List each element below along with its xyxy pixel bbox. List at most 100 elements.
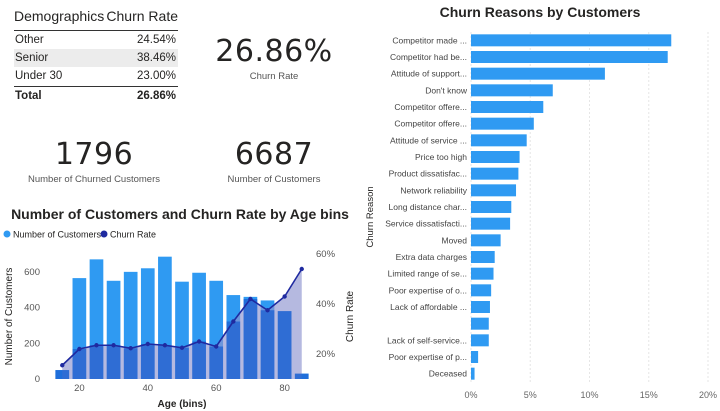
category-label: Poor expertise of p... (389, 352, 467, 362)
category-label: Deceased (429, 369, 468, 379)
category-label: Lack of affordable ... (390, 302, 467, 312)
category-label: Product dissatisfac... (389, 169, 467, 179)
table-total-row: Total 26.86% (14, 86, 178, 105)
row-label: Under 30 (15, 70, 63, 82)
churn-rate-point (128, 346, 133, 351)
bar-churn-overlap (226, 321, 241, 379)
bar-churn-reason (471, 201, 512, 213)
bar-churn-reason (471, 51, 668, 63)
bar-churn-reason (471, 284, 492, 297)
kpi-label: Number of Churned Customers (28, 174, 160, 185)
bar-churn-reason (471, 151, 520, 163)
kpi-card-customers: 6687 Number of Customers (196, 137, 352, 185)
bar-churn-reason (471, 234, 501, 247)
total-value: 26.86% (136, 90, 176, 102)
y2-axis-title: Churn Rate (345, 290, 356, 342)
category-label: Extra data charges (396, 252, 467, 262)
category-label: Network reliability (400, 185, 467, 195)
bar-churn-reason (471, 184, 517, 197)
category-label: Long distance char... (389, 202, 467, 212)
churn-reasons-bar-chart: 0% 5% 10% 15% 20% Competitor made ... Competit… (365, 32, 717, 400)
bar-churn-reason (471, 84, 553, 97)
churn-rate-point (179, 345, 185, 350)
bar-churn-reason (471, 334, 489, 347)
table-header: Demographics Churn Rate (14, 8, 178, 31)
churn-rate-point (111, 343, 116, 348)
bar-churn-reason (471, 34, 672, 47)
kpi-card-churn-rate: 26.86% Churn Rate (196, 34, 352, 82)
kpi-label: Number of Customers (227, 174, 321, 185)
bar-churn-overlap (123, 348, 138, 379)
x-tick-label: 20% (699, 390, 717, 400)
x-tick-label: 20 (74, 383, 85, 394)
y-axis-title: Number of Customers (4, 268, 15, 366)
churn-rate-point (196, 339, 202, 344)
bar-churn-reason (471, 251, 495, 263)
bar-churn-reason (471, 67, 605, 80)
kpi-value: 1796 (54, 137, 134, 172)
column-header-churn-rate[interactable]: Churn Rate (106, 8, 178, 24)
bar-churn-overlap (209, 346, 224, 379)
churn-rate-area (62, 269, 302, 379)
x-axis-title: Age (bins) (158, 399, 207, 410)
x-tick-label: 15% (640, 390, 658, 400)
bar-churn-overlap (89, 345, 104, 379)
category-label: Competitor made ... (392, 35, 467, 45)
row-label: Senior (15, 52, 49, 64)
row-label: Other (15, 34, 44, 46)
category-label: Moved (441, 235, 467, 245)
bar-churn-overlap (140, 344, 155, 379)
bar-churn-reason (471, 117, 534, 130)
bar-churn-overlap (243, 299, 258, 379)
kpi-card-churned-customers: 1796 Number of Churned Customers (14, 137, 174, 185)
row-value: 23.00% (136, 70, 176, 82)
row-value: 24.54% (136, 34, 176, 46)
bar-churn-reason (471, 317, 489, 330)
bar-churn-overlap (277, 311, 292, 379)
category-label: Service dissatisfacti... (385, 219, 467, 229)
y-tick-label: 400 (24, 303, 40, 314)
bar-churn-reason (471, 301, 490, 313)
bar-churn-overlap (106, 345, 121, 379)
bar-churn-reason (471, 134, 527, 147)
churn-rate-point (145, 341, 150, 347)
churn-rate-point (231, 319, 236, 324)
churn-rate-point (77, 346, 82, 352)
category-label: Attitude of support... (391, 69, 467, 79)
x-tick-label: 40 (143, 383, 154, 394)
total-label: Total (15, 90, 42, 102)
y2-tick-label: 40% (316, 299, 336, 310)
demographics-table: Demographics Churn Rate Other 24.54% Sen… (14, 8, 178, 105)
category-label: Competitor had be... (390, 52, 467, 62)
kpi-value: 6687 (234, 137, 314, 172)
kpi-value: 26.86% (215, 34, 333, 69)
churn-rate-point (282, 294, 287, 299)
churn-rate-point (162, 343, 168, 348)
bar-churn-reason (471, 101, 544, 113)
x-tick-label: 10% (580, 390, 598, 400)
legend-label-churn-rate: Churn Rate (110, 230, 156, 240)
y2-tick-label: 60% (316, 249, 336, 260)
churn-rate-point (265, 308, 270, 313)
churn-rate-point (299, 266, 304, 272)
bar-churn-reason (471, 167, 519, 180)
bar-churn-reason (471, 267, 494, 280)
y-tick-label: 0 (35, 374, 40, 385)
x-tick-label: 80 (279, 383, 290, 394)
y-axis-title: Churn Reason (365, 186, 376, 247)
column-header-demographics[interactable]: Demographics (14, 8, 105, 24)
churn-rate-point (248, 296, 253, 302)
category-label: Poor expertise of o... (389, 285, 467, 295)
x-tick-label: 5% (524, 390, 537, 400)
bar-churn-overlap (260, 310, 275, 379)
category-label: Don't know (425, 85, 468, 95)
table-row: Senior 38.46% (14, 49, 178, 67)
reasons-chart-title: Churn Reasons by Customers (439, 4, 641, 20)
bar-churn-overlap (294, 373, 309, 379)
bar-churn-overlap (72, 349, 87, 379)
bar-churn-overlap (158, 345, 172, 379)
bar-churn-overlap (55, 370, 70, 379)
bar-churn-reason (471, 367, 475, 380)
category-label: Competitor offere... (394, 102, 467, 112)
row-value: 38.46% (136, 52, 176, 64)
